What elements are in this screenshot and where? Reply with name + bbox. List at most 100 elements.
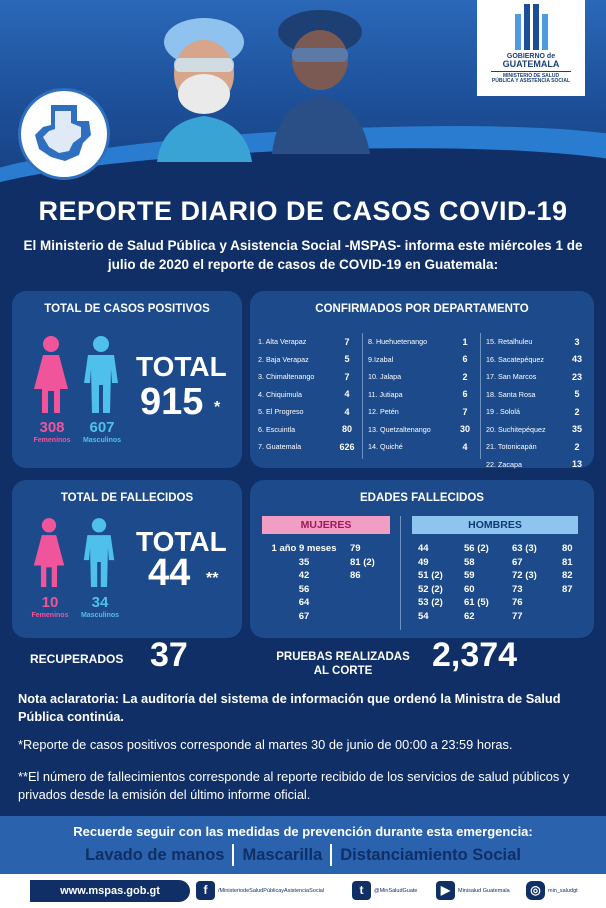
age-value: 49: [418, 556, 429, 568]
positive-cases-footnote: *Reporte de casos positivos corresponde …: [18, 737, 513, 752]
department-name: 7. Guatemala: [258, 442, 302, 452]
department-name: 19 . Sololá: [486, 407, 520, 417]
department-count: 4: [462, 441, 468, 452]
divider: [232, 844, 235, 866]
department-row: 14. Quiché 4: [368, 438, 474, 456]
department-count: 4: [344, 389, 350, 400]
age-value: 59: [464, 570, 475, 581]
department-name: 3. Chimaltenango: [258, 372, 315, 382]
department-row: 12. Petén 7: [368, 403, 474, 421]
department-count: 2: [574, 406, 580, 417]
department-row: 15. Retalhuleu 3: [486, 333, 586, 351]
death-ages-panel: EDADES FALLECIDOS MUJERES HOMBRES 1 año …: [250, 480, 594, 638]
department-name: 18. Santa Rosa: [486, 389, 536, 399]
department-row: 9.Izabal 6: [368, 351, 474, 369]
age-value: 67: [512, 556, 523, 568]
women-ages-column-2: 79 81 (2) 86: [350, 542, 396, 583]
department-name: 13. Quetzaltenango: [368, 424, 431, 434]
department-row: 8. Huehuetenango 1: [368, 333, 474, 351]
male-label: Masculinos: [82, 437, 122, 444]
department-name: 12. Petén: [368, 407, 399, 417]
tests-label: PRUEBAS REALIZADAS AL CORTE: [276, 651, 410, 677]
deaths-title: TOTAL DE FALLECIDOS: [60, 492, 194, 504]
men-ages-column-1: 44 49 51 (2) 52 (2) 53 (2) 54: [418, 542, 458, 623]
age-value: 42: [298, 570, 310, 581]
department-count: 1: [462, 336, 468, 347]
department-row: 3. Chimaltenango 7: [258, 368, 356, 386]
age-value: 44: [418, 543, 429, 554]
age-value: 1 año 9 meses: [271, 543, 337, 554]
department-row: 6. Escuintla 80: [258, 421, 356, 439]
prevention-measures: Lavado de manos Mascarilla Distanciamien…: [0, 844, 606, 866]
youtube-icon: ▶: [436, 881, 455, 900]
men-ages-column-3: 63 (3) 67 72 (3) 73 76 77: [512, 542, 558, 623]
instagram-link[interactable]: ◎ min_saludgt: [526, 881, 578, 900]
instagram-handle: min_saludgt: [548, 887, 578, 894]
guatemala-map-badge: [18, 88, 110, 180]
age-value: 54: [418, 610, 429, 622]
total-positive-value: 915: [140, 381, 204, 423]
asterisk-mark: **: [206, 570, 219, 587]
youtube-link[interactable]: ▶ Minisalud Guatemala: [436, 881, 510, 900]
departments-column-1: 1. Alta Verapaz 7 2. Baja Verapaz 5 3. Chima…: [258, 333, 356, 456]
asterisk-mark: *: [214, 399, 221, 416]
divider: [330, 844, 333, 866]
female-label: Femeninos: [31, 612, 69, 619]
department-count: 7: [344, 371, 350, 382]
male-positive-count: 607: [89, 419, 115, 436]
men-header: HOMBRES: [412, 516, 578, 534]
women-ages-column-1: 1 año 9 meses 35 42 56 64 67: [262, 542, 346, 623]
age-value: 77: [512, 610, 523, 622]
logo-text-4: PÚBLICA Y ASISTENCIA SOCIAL: [491, 78, 571, 84]
age-value: 79: [350, 543, 361, 554]
department-name: 15. Retalhuleu: [486, 337, 533, 347]
age-value: 58: [464, 556, 475, 568]
men-ages-column-4: 80 81 82 87: [562, 542, 590, 596]
department-name: 4. Chiquimula: [258, 389, 302, 399]
department-row: 4. Chiquimula 4: [258, 386, 356, 404]
government-logo: GOBIERNO de GUATEMALA MINISTERIO DE SALU…: [477, 0, 585, 96]
department-name: 21. Totonicapán: [486, 442, 537, 452]
recovered-value: 37: [150, 636, 188, 674]
department-row: 7. Guatemala 626: [258, 438, 356, 456]
deaths-footnote: **El número de fallecimientos correspond…: [18, 769, 570, 802]
department-name: 8. Huehuetenango: [368, 337, 428, 347]
prevention-mask: Mascarilla: [242, 845, 323, 864]
department-row: 1. Alta Verapaz 7: [258, 333, 356, 351]
department-row: 11. Jutiapa 6: [368, 386, 474, 404]
department-count: 5: [344, 354, 350, 365]
header-photo: GOBIERNO de GUATEMALA MINISTERIO DE SALU…: [0, 0, 606, 190]
age-value: 82: [562, 570, 573, 581]
column-divider: [400, 516, 401, 630]
department-name: 20. Suchitepéquez: [486, 424, 546, 434]
prevention-handwashing: Lavado de manos: [85, 845, 225, 864]
prevention-title: Recuerde seguir con las medidas de preve…: [73, 824, 533, 839]
department-count: 6: [462, 389, 468, 400]
age-value: 35: [298, 556, 310, 568]
department-name: 16. Sacatepéquez: [486, 354, 544, 364]
department-count: 2: [574, 441, 580, 452]
department-row: 13. Quetzaltenango 30: [368, 421, 474, 439]
age-value: 56: [298, 583, 310, 595]
female-icon: [34, 336, 68, 413]
facebook-link[interactable]: f /MinisteriodeSaludPúblicayAsistenciaSo…: [196, 881, 324, 900]
health-worker-image: [157, 18, 252, 162]
logo-bars-icon: [514, 4, 548, 50]
column-divider: [480, 333, 481, 459]
website-link[interactable]: www.mspas.gob.gt: [30, 880, 190, 902]
age-value: 52 (2): [418, 583, 443, 595]
department-name: 2. Baja Verapaz: [258, 354, 309, 364]
twitter-link[interactable]: t @MinSaludGuate: [352, 881, 418, 900]
department-row: 20. Suchitepéquez 35: [486, 421, 586, 439]
department-count: 35: [571, 424, 582, 435]
department-row: 19 . Sololá 2: [486, 403, 586, 421]
prevention-distancing: Distanciamiento Social: [340, 845, 521, 864]
deaths-panel: TOTAL DE FALLECIDOS 10 Femeninos 34 Masc…: [12, 480, 242, 638]
age-value: 61 (5): [464, 597, 489, 608]
age-value: 51 (2): [418, 570, 443, 581]
tests-value: 2,374: [432, 636, 518, 674]
clarification-note: Nota aclaratoria: La auditoría del siste…: [18, 691, 561, 724]
women-header: MUJERES: [262, 516, 390, 534]
department-count: 23: [571, 371, 582, 382]
